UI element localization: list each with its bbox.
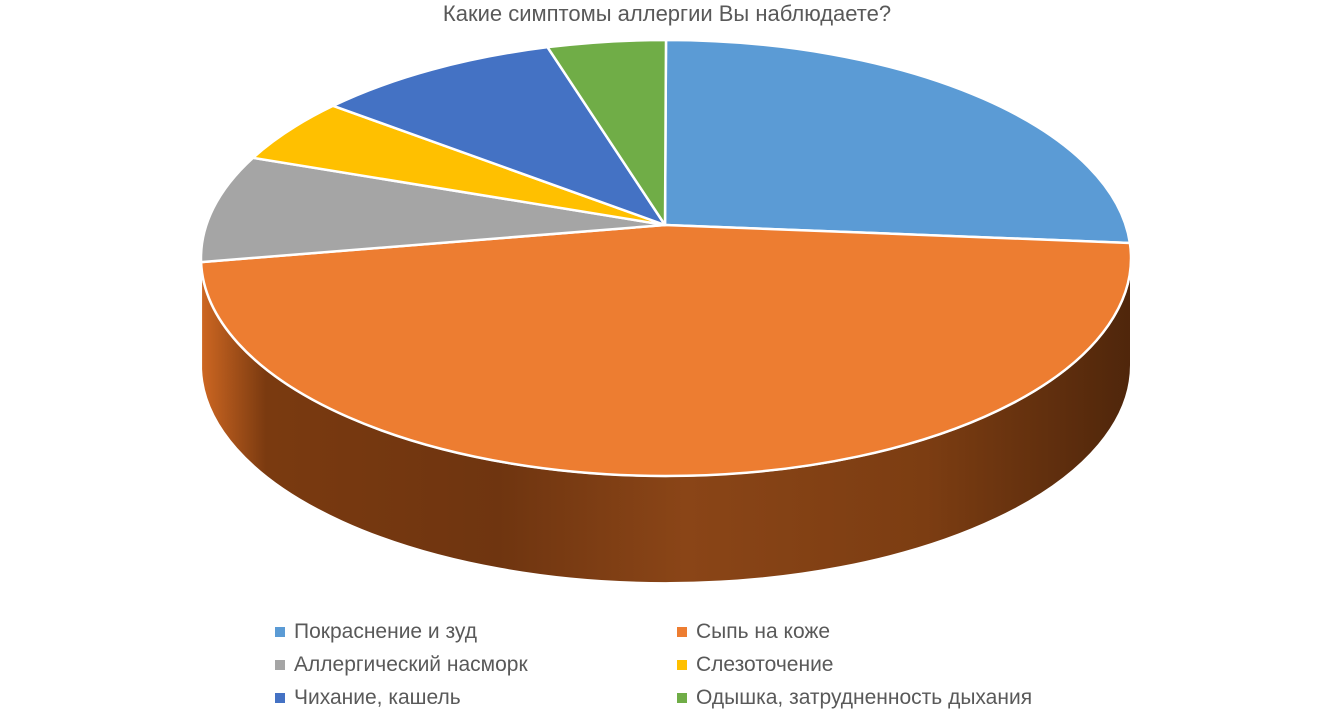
pie-slice-0 (663, 38, 1132, 245)
pie-slice-2 (199, 156, 667, 264)
legend-label: Аллергический насморк (294, 653, 528, 676)
pie-slice-1 (199, 223, 1133, 478)
legend-label: Покраснение и зуд (294, 620, 477, 643)
legend-label: Чихание, кашель (294, 686, 461, 709)
legend-item: Одышка, затрудненность дыхания (677, 686, 1032, 709)
legend-label: Сыпь на коже (696, 620, 831, 643)
legend-item: Сыпь на коже (677, 620, 1032, 644)
pie-slice-5 (546, 38, 668, 227)
legend-label: Слезоточение (696, 653, 834, 676)
pie-slice-4 (331, 45, 667, 227)
legend-item: Слезоточение (677, 653, 1032, 677)
legend-item: Аллергический насморк (275, 653, 677, 677)
legend-marker-icon (677, 627, 687, 637)
legend-marker-icon (275, 660, 285, 670)
legend-item: Покраснение и зуд (275, 620, 677, 644)
chart-legend: Покраснение и зуд Сыпь на коже Аллергическ… (275, 620, 1032, 709)
legend-item: Чихание, кашель (275, 686, 677, 709)
chart-title: Какие симптомы аллергии Вы наблюдаете? (442, 1, 892, 26)
legend-label: Одышка, затрудненность дыхания (696, 686, 1033, 709)
legend-marker-icon (677, 693, 687, 703)
legend-marker-icon (275, 693, 285, 703)
legend-marker-icon (677, 660, 687, 670)
legend-marker-icon (275, 627, 285, 637)
